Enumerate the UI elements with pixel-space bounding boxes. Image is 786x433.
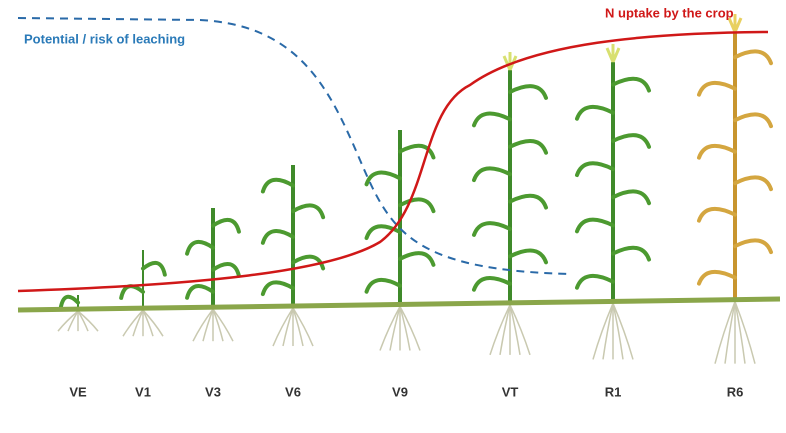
leaf <box>577 276 613 288</box>
root <box>735 302 755 364</box>
leaf <box>263 180 293 192</box>
root <box>510 305 530 355</box>
root <box>293 308 313 346</box>
stage-label: V3 <box>205 384 221 399</box>
leaching-label: Potential / risk of leaching <box>24 31 185 46</box>
corn-growth-diagram: Potential / risk of leaching N uptake by… <box>0 0 786 433</box>
leaf <box>735 51 771 63</box>
stage-label: V9 <box>392 384 408 399</box>
root <box>213 309 223 341</box>
leaf <box>735 114 771 126</box>
leaf <box>510 251 546 263</box>
root <box>380 306 400 350</box>
leaf <box>699 209 735 221</box>
leaf <box>213 220 239 232</box>
root <box>123 310 143 336</box>
stage-label: V1 <box>135 384 151 399</box>
leaf <box>699 83 735 95</box>
stage-label: R1 <box>605 384 622 399</box>
root <box>213 309 233 341</box>
root <box>143 310 163 336</box>
leaf <box>577 163 613 175</box>
leaf <box>293 205 323 217</box>
root <box>400 306 420 350</box>
root <box>78 311 88 331</box>
root <box>273 308 293 346</box>
leaf <box>613 135 649 147</box>
leaf <box>474 168 510 180</box>
root <box>400 306 410 350</box>
leaf <box>367 280 400 292</box>
leaf <box>613 191 649 203</box>
leaf <box>510 141 546 153</box>
leaf <box>699 272 735 284</box>
leaf <box>143 263 165 275</box>
leaf <box>121 286 143 298</box>
leaf <box>735 240 771 252</box>
uptake-label: N uptake by the crop <box>605 5 734 20</box>
leaf <box>735 177 771 189</box>
root <box>725 302 735 364</box>
root <box>293 308 303 346</box>
leaf <box>613 248 649 260</box>
leaf <box>187 286 213 298</box>
diagram: Potential / risk of leaching N uptake by… <box>0 0 786 433</box>
leaf <box>367 173 400 185</box>
leaf <box>263 231 293 243</box>
root <box>715 302 735 364</box>
root <box>593 303 613 359</box>
leaf <box>577 107 613 119</box>
tassel <box>607 44 619 62</box>
root <box>193 309 213 341</box>
leaf <box>474 223 510 235</box>
root <box>490 305 510 355</box>
leaf <box>263 282 293 294</box>
stage-label: V6 <box>285 384 301 399</box>
root <box>78 311 98 331</box>
root <box>613 303 633 359</box>
root <box>390 306 400 350</box>
leaf <box>613 79 649 91</box>
leaf <box>577 220 613 232</box>
root <box>510 305 520 355</box>
leaf <box>510 86 546 98</box>
n-uptake-curve <box>18 32 768 291</box>
leaf <box>699 146 735 158</box>
leaf <box>474 114 510 126</box>
stage-label: VT <box>502 384 519 399</box>
stage-label: R6 <box>727 384 744 399</box>
root <box>58 311 78 331</box>
root <box>68 311 78 331</box>
leaf <box>474 278 510 290</box>
leaf <box>187 242 213 254</box>
root <box>603 303 613 359</box>
root <box>500 305 510 355</box>
root <box>203 309 213 341</box>
root <box>283 308 293 346</box>
root <box>143 310 153 336</box>
leaf <box>400 253 433 265</box>
root <box>613 303 623 359</box>
leaf <box>510 196 546 208</box>
root <box>735 302 745 364</box>
root <box>133 310 143 336</box>
stage-label: VE <box>69 384 87 399</box>
leaf <box>213 264 239 276</box>
tassel <box>504 52 516 70</box>
